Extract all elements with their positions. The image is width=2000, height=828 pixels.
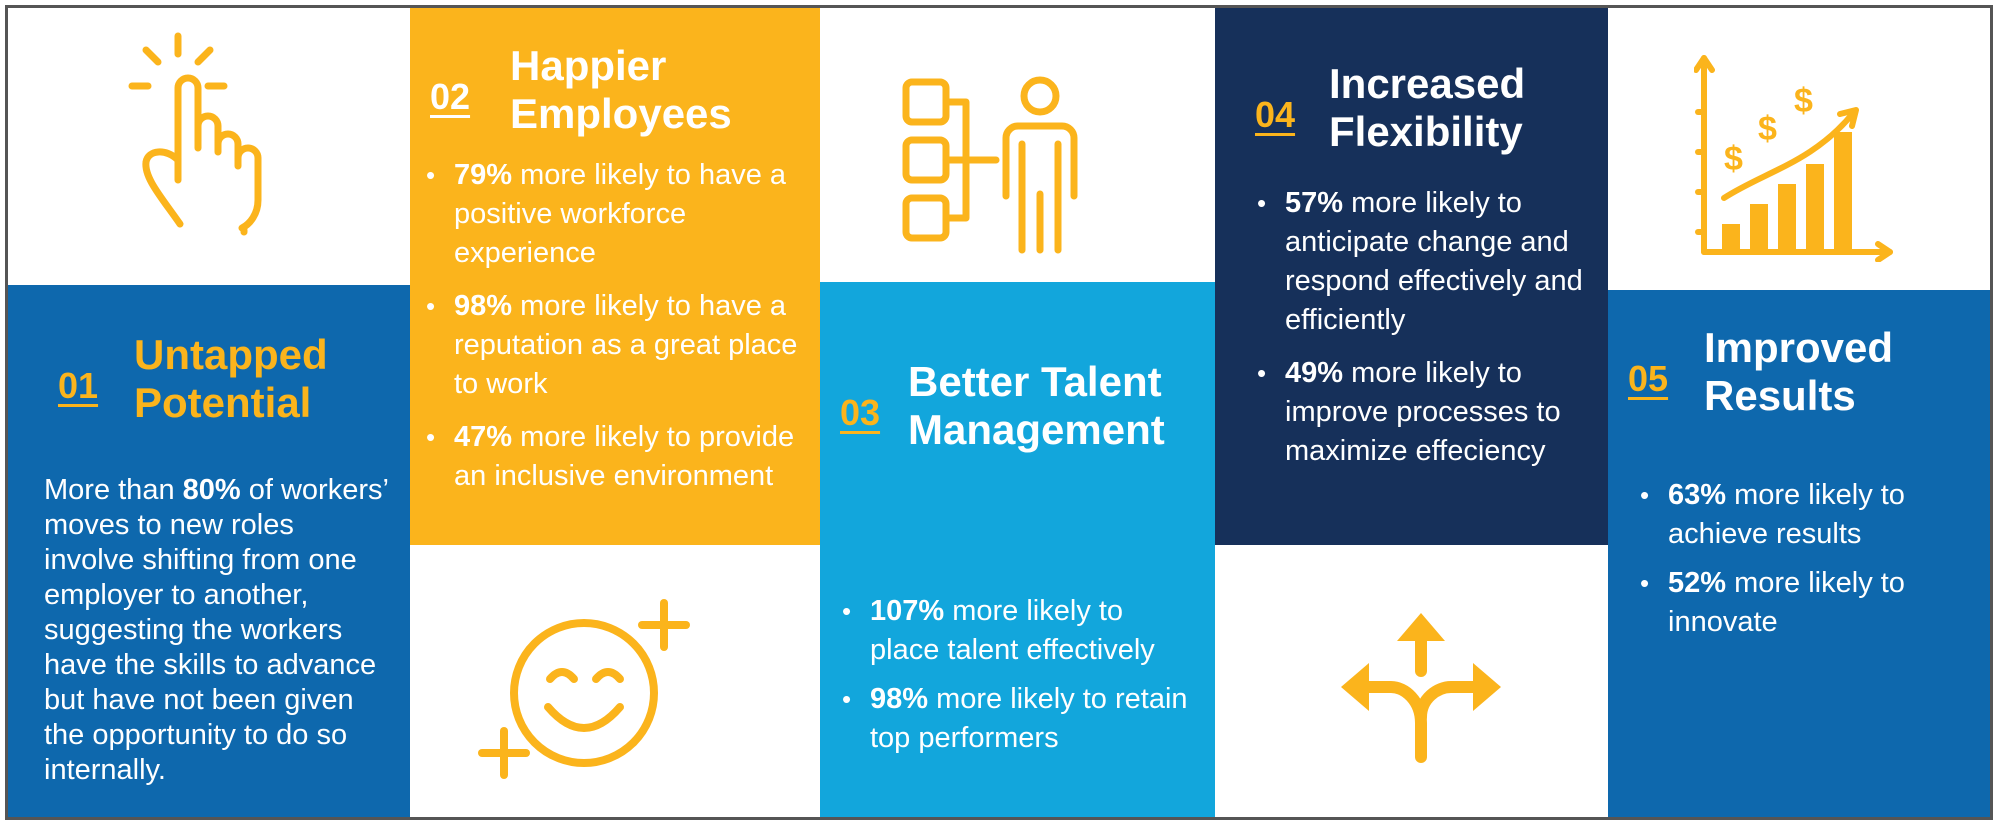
card4-bullets: 57% more likely to anticipate change and… — [1255, 184, 1595, 485]
card1-icon-panel — [8, 8, 410, 285]
card2-title: Happier Employees — [510, 42, 732, 138]
card3-number: 03 — [840, 392, 881, 433]
list-item: 47% more likely to provide an inclusive … — [424, 418, 806, 496]
list-item: 57% more likely to anticipate change and… — [1255, 184, 1595, 340]
card5-text-panel: 05 Improved Results 63% more likely to a… — [1608, 290, 1990, 817]
person-org-chart-icon — [902, 76, 1078, 254]
card4-title: Increased Flexibility — [1329, 60, 1526, 156]
svg-text:$: $ — [1794, 82, 1813, 120]
card3-bullets: 107% more likely to place talent effecti… — [840, 592, 1200, 772]
card1-body: More than 80% of workers’ moves to new r… — [44, 474, 388, 786]
card5-title: Improved Results — [1704, 324, 1894, 420]
pointing-hand-icon — [128, 32, 262, 236]
svg-text:$: $ — [1758, 110, 1777, 148]
card1-text-panel: 01 Untapped Potential More than 80% of w… — [8, 285, 410, 817]
card3-icon-panel — [820, 8, 1215, 282]
card5-bullets: 63% more likely to achieve results 52% m… — [1638, 476, 1978, 656]
card4-text-panel: 04 Increased Flexibility 57% more likely… — [1215, 8, 1608, 545]
svg-text:$: $ — [1724, 140, 1743, 178]
three-way-arrows-icon — [1341, 613, 1501, 763]
list-item: 107% more likely to place talent effecti… — [840, 592, 1200, 670]
list-item: 52% more likely to innovate — [1638, 564, 1978, 642]
card2-text-panel: 02 Happier Employees 79% more likely to … — [410, 8, 820, 545]
list-item: 79% more likely to have a positive workf… — [424, 156, 806, 273]
card5-icon-panel: $ $ $ — [1608, 8, 1990, 290]
card5-number: 05 — [1628, 358, 1669, 399]
list-item: 98% more likely to have a reputation as … — [424, 287, 806, 404]
card4-icon-panel — [1215, 545, 1608, 817]
growth-chart-dollar-icon: $ $ $ — [1694, 55, 1893, 262]
card3-text-panel: 03 Better Talent Management 107% more li… — [820, 282, 1215, 817]
smiley-sparkle-icon — [478, 599, 690, 779]
card4-number: 04 — [1255, 94, 1296, 135]
infographic: 01 Untapped Potential More than 80% of w… — [5, 5, 1993, 820]
card2-bullets: 79% more likely to have a positive workf… — [424, 156, 806, 510]
list-item: 49% more likely to improve processes to … — [1255, 354, 1595, 471]
card2-number: 02 — [430, 76, 471, 117]
card1-number: 01 — [58, 365, 99, 406]
card1-title: Untapped Potential — [134, 331, 328, 427]
card3-title: Better Talent Management — [908, 358, 1165, 454]
card2-icon-panel — [410, 545, 820, 817]
list-item: 98% more likely to retain top performers — [840, 680, 1200, 758]
list-item: 63% more likely to achieve results — [1638, 476, 1978, 554]
